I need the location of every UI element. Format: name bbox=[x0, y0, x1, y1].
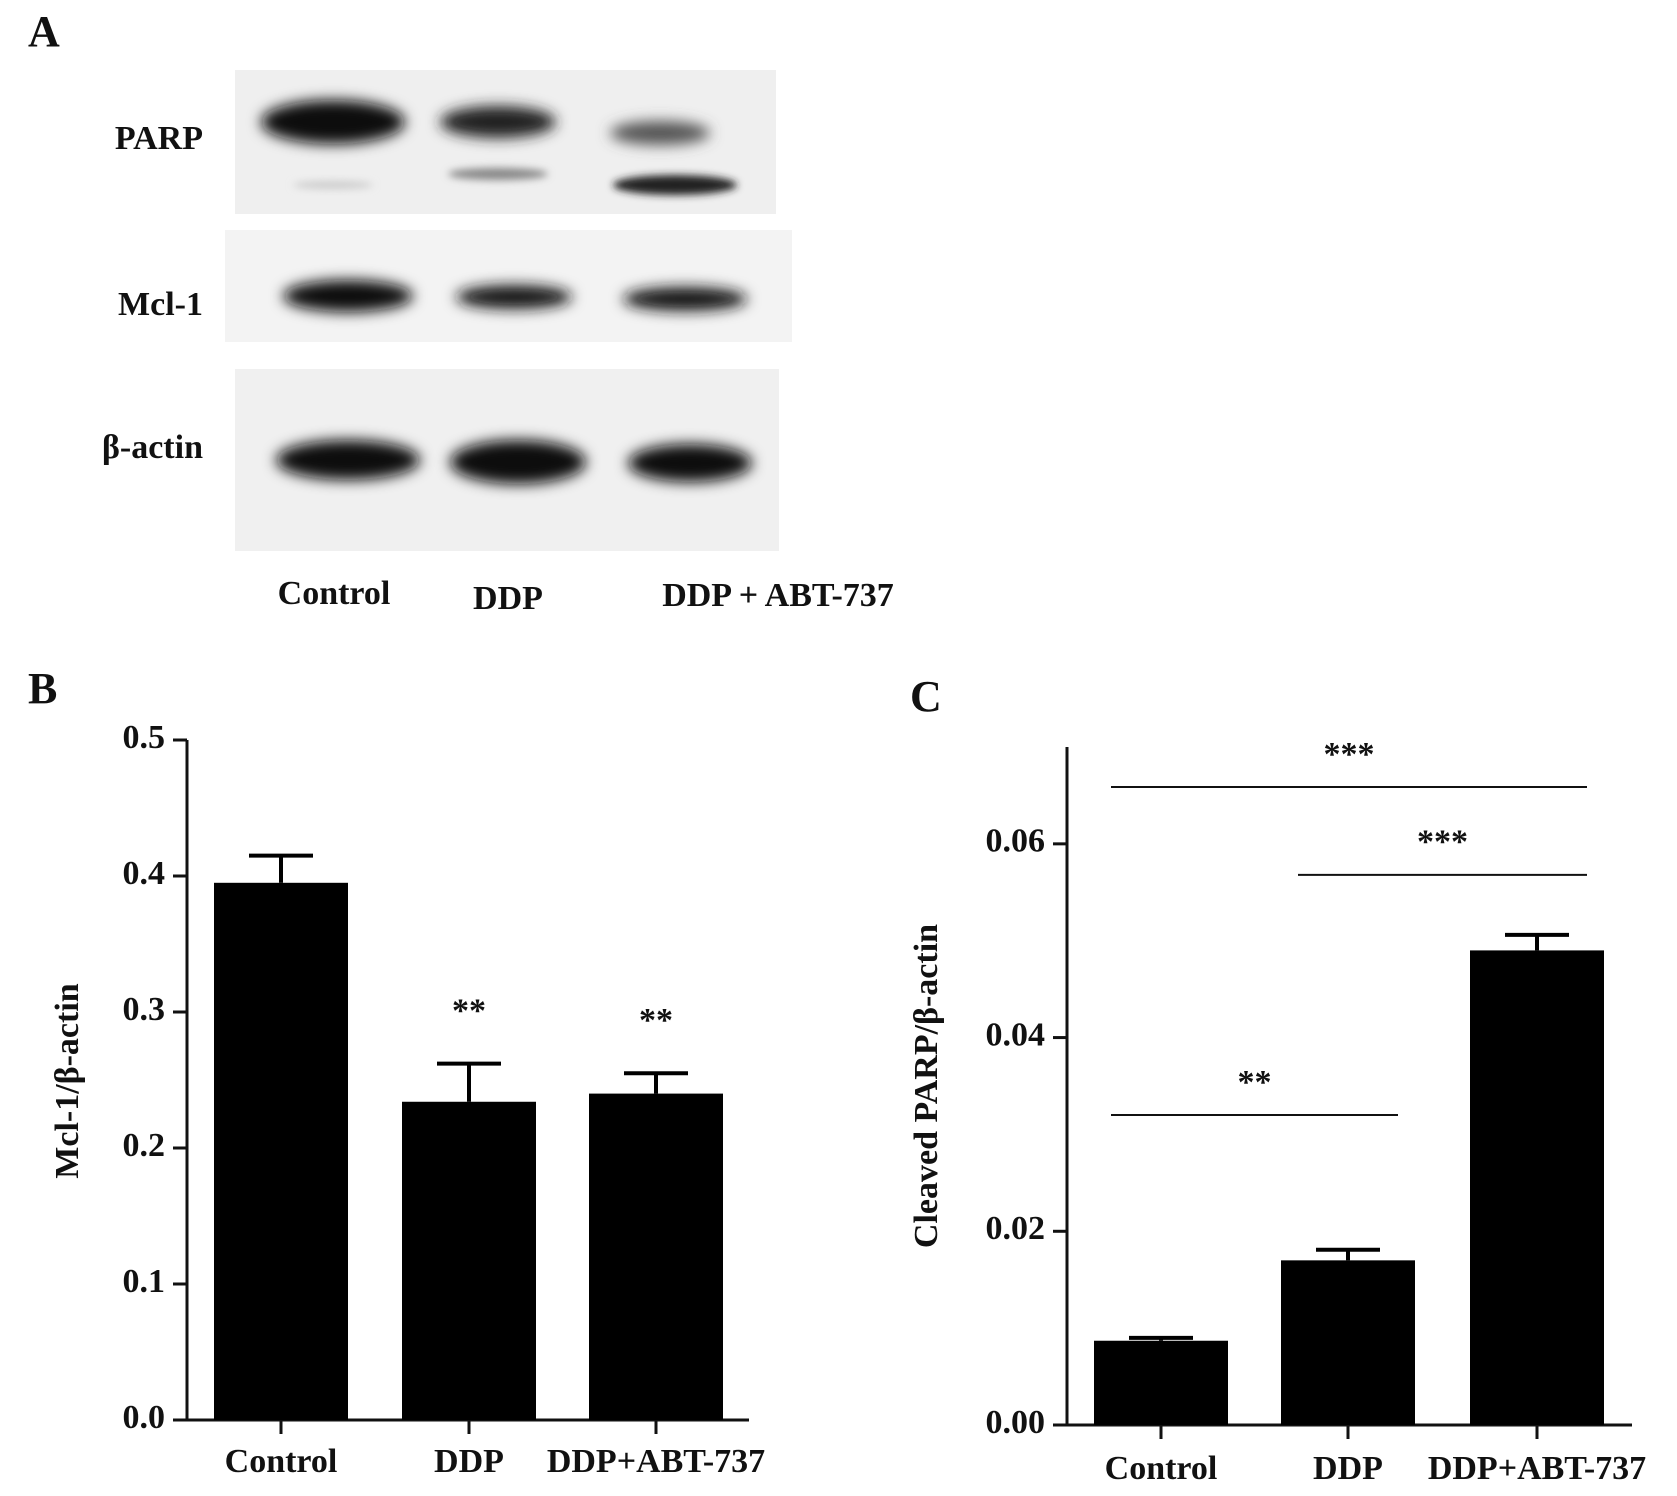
band bbox=[456, 285, 572, 309]
x-tick-label: Control bbox=[1105, 1450, 1218, 1487]
bar bbox=[589, 1093, 723, 1420]
band bbox=[276, 440, 420, 480]
y-tick-label: 0.3 bbox=[123, 991, 166, 1028]
band bbox=[623, 287, 747, 311]
band bbox=[448, 168, 548, 180]
x-tick-label: DDP+ABT-737 bbox=[1428, 1450, 1646, 1487]
y-tick-label: 0.4 bbox=[123, 855, 166, 892]
significance-label: ** bbox=[1238, 1064, 1272, 1101]
bar bbox=[1094, 1340, 1228, 1425]
y-tick-label: 0.04 bbox=[986, 1016, 1046, 1053]
lane-label: DDP + ABT-737 bbox=[662, 577, 894, 614]
band bbox=[293, 181, 373, 189]
lane-label: DDP bbox=[473, 580, 543, 617]
significance-label: *** bbox=[1417, 824, 1468, 861]
bar bbox=[1281, 1260, 1415, 1425]
x-tick-label: DDP+ABT-737 bbox=[547, 1443, 765, 1480]
y-tick-label: 0.0 bbox=[123, 1399, 166, 1436]
western-blot bbox=[225, 70, 792, 551]
bar bbox=[402, 1101, 536, 1420]
bar bbox=[214, 882, 348, 1420]
y-tick-label: 0.2 bbox=[123, 1127, 166, 1164]
band bbox=[613, 175, 737, 195]
blot-row-label: PARP bbox=[115, 120, 203, 157]
panel-label: B bbox=[28, 664, 57, 713]
y-axis-label: Mcl-1/β-actin bbox=[49, 983, 86, 1178]
significance-label: *** bbox=[1324, 736, 1375, 773]
y-tick-label: 0.02 bbox=[986, 1210, 1046, 1247]
bar bbox=[1470, 950, 1604, 1425]
band bbox=[610, 121, 710, 145]
significance-label: ** bbox=[452, 992, 486, 1029]
band bbox=[450, 440, 586, 484]
x-tick-label: DDP bbox=[434, 1443, 504, 1480]
band bbox=[628, 444, 752, 482]
y-tick-label: 0.06 bbox=[986, 823, 1046, 860]
band bbox=[261, 100, 405, 144]
significance-label: ** bbox=[639, 1002, 673, 1039]
y-tick-label: 0.5 bbox=[123, 719, 166, 756]
lane-label: Control bbox=[278, 575, 391, 612]
y-tick-label: 0.00 bbox=[986, 1404, 1046, 1441]
panel-label: A bbox=[28, 7, 60, 56]
panel-label: C bbox=[910, 672, 942, 721]
y-axis-label: Cleaved PARP/β-actin bbox=[908, 924, 945, 1248]
y-tick-label: 0.1 bbox=[123, 1263, 166, 1300]
blot-row-label: β-actin bbox=[102, 429, 203, 466]
band bbox=[440, 106, 556, 138]
blot-row-label: Mcl-1 bbox=[118, 286, 203, 323]
x-tick-label: Control bbox=[225, 1443, 338, 1480]
band bbox=[283, 280, 413, 312]
x-tick-label: DDP bbox=[1313, 1450, 1383, 1487]
